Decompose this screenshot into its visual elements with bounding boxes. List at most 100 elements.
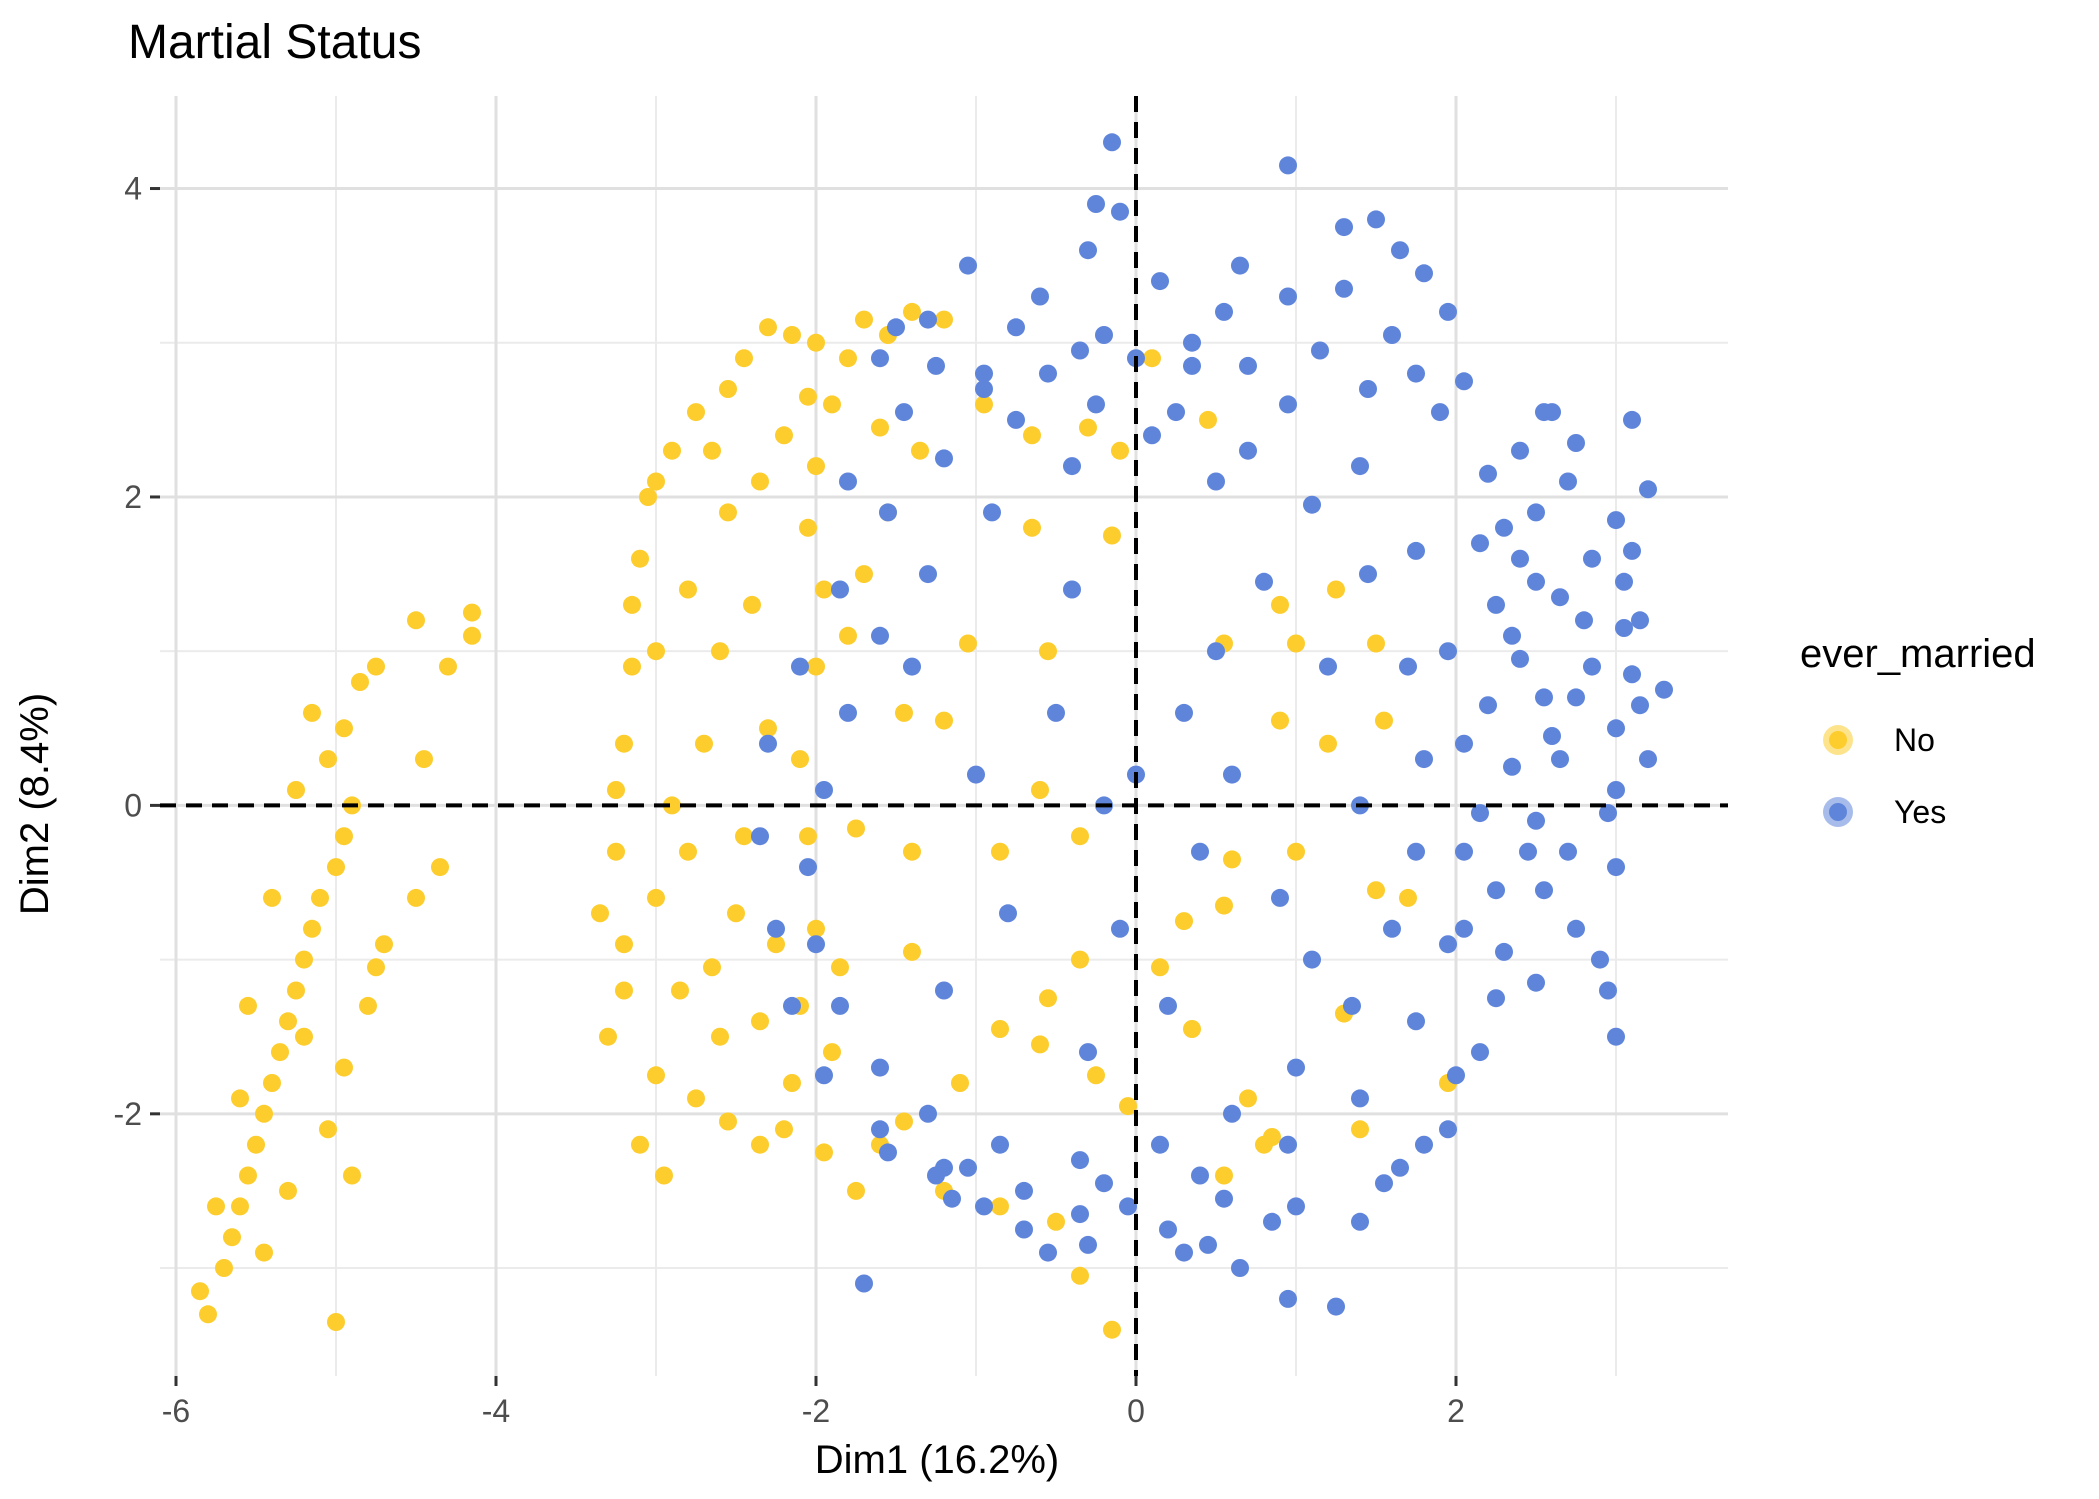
data-point <box>783 1074 801 1092</box>
data-point <box>1303 950 1321 969</box>
data-point <box>1407 842 1425 861</box>
data-point <box>231 1089 249 1108</box>
data-point <box>1079 241 1097 260</box>
data-point <box>879 1143 897 1162</box>
data-point <box>1623 541 1641 560</box>
data-point <box>1167 403 1185 422</box>
data-point <box>1111 441 1129 460</box>
data-point <box>1079 1043 1097 1062</box>
data-point <box>775 1120 793 1139</box>
y-tick-label: -2 <box>114 1096 142 1132</box>
data-point <box>1311 341 1329 360</box>
data-point <box>983 503 1001 522</box>
data-point <box>815 1066 833 1085</box>
data-point <box>935 1158 953 1177</box>
data-point <box>919 310 937 329</box>
data-point <box>279 1012 297 1031</box>
data-point <box>1159 1220 1177 1239</box>
data-point <box>407 611 425 630</box>
data-point <box>1375 1174 1393 1193</box>
data-point <box>935 310 953 329</box>
data-point <box>719 1112 737 1131</box>
data-point <box>783 326 801 344</box>
data-point <box>1175 703 1193 722</box>
data-point <box>1047 703 1065 722</box>
data-point <box>1031 1035 1049 1054</box>
data-point <box>1199 410 1217 429</box>
data-point <box>1175 912 1193 931</box>
data-point <box>919 565 937 584</box>
data-point <box>319 750 337 769</box>
data-point <box>1439 1120 1457 1139</box>
data-point <box>1599 981 1617 1000</box>
data-point <box>1223 765 1241 784</box>
data-point <box>1095 326 1113 344</box>
data-point <box>679 580 697 599</box>
data-point <box>935 449 953 468</box>
data-point <box>1359 380 1377 398</box>
data-point <box>1607 511 1625 530</box>
reference-lines <box>160 96 1728 1376</box>
data-point <box>1471 804 1489 823</box>
point-layer <box>191 133 1673 1339</box>
y-tick-label: 0 <box>124 787 142 823</box>
data-point <box>1231 256 1249 275</box>
data-point <box>1151 272 1169 291</box>
data-point <box>1479 464 1497 483</box>
data-point <box>1159 996 1177 1015</box>
data-point <box>951 1074 969 1092</box>
data-point <box>959 634 977 653</box>
data-point <box>1279 1289 1297 1308</box>
data-point <box>967 765 985 784</box>
data-point <box>1567 434 1585 452</box>
data-point <box>1063 457 1081 476</box>
data-point <box>767 935 785 954</box>
data-point <box>719 380 737 398</box>
data-point <box>631 549 649 568</box>
data-point <box>1455 734 1473 753</box>
data-point <box>855 1274 873 1293</box>
data-point <box>1271 711 1289 730</box>
data-point <box>1215 1166 1233 1185</box>
data-point <box>239 996 257 1015</box>
data-point <box>1575 611 1593 630</box>
data-point <box>1071 1151 1089 1170</box>
data-point <box>1583 657 1601 676</box>
data-point <box>335 719 353 738</box>
data-point <box>1215 896 1233 915</box>
data-point <box>615 734 633 753</box>
data-point <box>1015 1181 1033 1200</box>
data-point <box>1279 1135 1297 1154</box>
data-point <box>1279 287 1297 306</box>
data-point <box>1039 364 1057 383</box>
data-point <box>615 935 633 954</box>
x-tick-label: 0 <box>1127 1393 1145 1429</box>
data-point <box>1111 919 1129 938</box>
data-point <box>1071 950 1089 969</box>
data-point <box>223 1228 241 1247</box>
data-point <box>1527 503 1545 522</box>
data-point <box>1207 642 1225 661</box>
data-point <box>303 703 321 722</box>
data-point <box>839 626 857 645</box>
data-point <box>271 1043 289 1062</box>
data-point <box>1191 1166 1209 1185</box>
data-point <box>1039 1243 1057 1262</box>
data-point <box>903 942 921 961</box>
data-point <box>1631 696 1649 715</box>
data-point <box>823 395 841 414</box>
data-point <box>799 858 817 877</box>
data-point <box>1111 202 1129 221</box>
data-point <box>911 441 929 460</box>
legend-label: No <box>1894 722 1935 758</box>
data-point <box>1071 827 1089 846</box>
data-point <box>919 1104 937 1123</box>
legend-item-no: No <box>1823 722 1935 758</box>
data-point <box>1263 1128 1281 1146</box>
data-point <box>855 565 873 584</box>
data-point <box>311 888 329 907</box>
data-point <box>295 950 313 969</box>
data-point <box>343 1166 361 1185</box>
data-point <box>1183 1020 1201 1038</box>
data-point <box>1607 781 1625 799</box>
